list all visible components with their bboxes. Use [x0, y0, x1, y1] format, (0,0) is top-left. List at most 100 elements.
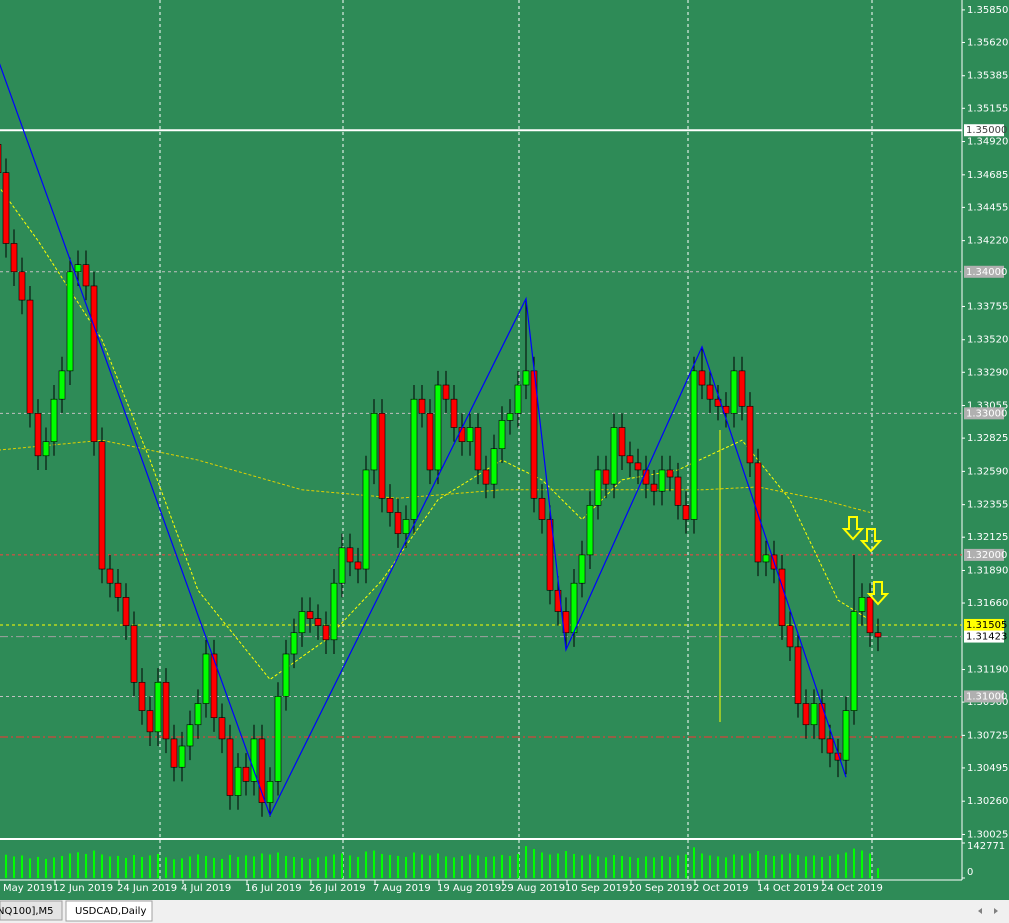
price-level-box: [964, 124, 1004, 137]
candle-body: [266, 781, 274, 803]
candle-body: [482, 469, 490, 485]
candle-body: [218, 717, 226, 740]
candle-body: [618, 427, 626, 457]
candle-body: [50, 398, 58, 442]
candle-body: [210, 653, 218, 718]
tab-label[interactable]: NQ100],M5: [0, 906, 54, 917]
candle-body: [26, 299, 34, 414]
candle-body: [234, 766, 242, 796]
candle-body: [666, 469, 674, 478]
candle-body: [850, 611, 858, 711]
price-level-label: 1.31000: [966, 691, 1007, 702]
candle-body: [194, 703, 202, 726]
candle-body: [570, 582, 578, 634]
candle-body: [866, 597, 874, 634]
y-tick-label: 1.33520: [967, 335, 1008, 346]
y-tick-label: 1.33755: [967, 301, 1008, 312]
candle-body: [466, 427, 474, 442]
signal-arrows: [841, 516, 890, 606]
tab-scroll[interactable]: [978, 908, 998, 914]
tab-bar: [0, 900, 1009, 923]
candle-body: [362, 469, 370, 570]
candle-body: [106, 568, 114, 584]
candle-body: [122, 597, 130, 626]
price-level-label: 1.34000: [966, 267, 1007, 278]
y-tick-label: 1.30260: [967, 796, 1008, 807]
candle-body: [514, 384, 522, 414]
candle-body: [386, 497, 394, 513]
candle-body: [42, 441, 50, 457]
candle-body: [162, 681, 170, 740]
candle-body: [778, 568, 786, 626]
candle-body: [410, 398, 418, 520]
down-arrow: [866, 581, 890, 606]
candle-body: [138, 681, 146, 711]
y-tick-label: 1.33290: [967, 367, 1008, 378]
y-tick-label: 1.31660: [967, 598, 1008, 609]
tab[interactable]: [0, 900, 63, 921]
moving-average: [0, 439, 871, 513]
x-tick-label: 20 Sep 2019: [629, 883, 692, 894]
y-tick-label: 1.35155: [967, 103, 1008, 114]
candle-body: [586, 505, 594, 556]
candle-body: [298, 611, 306, 634]
candle-body: [58, 370, 66, 400]
candle-body: [874, 632, 882, 638]
down-arrow: [841, 516, 865, 541]
candle-body: [506, 413, 514, 421]
candle-body: [698, 370, 706, 386]
x-tick-label: 19 Aug 2019: [437, 883, 501, 894]
candle-body: [186, 724, 194, 747]
candle-body: [314, 618, 322, 626]
price-level-label: 1.31423: [966, 632, 1007, 643]
x-tick-label: 2 Oct 2019: [693, 883, 748, 894]
x-tick-label: 24 Jun 2019: [117, 883, 177, 894]
y-tick-label: 1.30725: [967, 730, 1008, 741]
candle-body: [730, 370, 738, 414]
tab-active[interactable]: [65, 900, 153, 922]
candle-body: [762, 554, 770, 563]
candle-body: [690, 370, 698, 520]
candle-body: [794, 646, 802, 704]
candle-body: [322, 625, 330, 641]
x-tick-label: 24 Oct 2019: [821, 883, 883, 894]
candle-body: [810, 703, 818, 726]
candle-body: [242, 766, 250, 782]
y-tick-label: 1.32355: [967, 500, 1008, 511]
candle-body: [0, 144, 2, 173]
candle-body: [290, 632, 298, 655]
period-separators: [159, 0, 873, 880]
candle-body: [458, 427, 466, 442]
price-level-label: 1.33000: [966, 408, 1007, 419]
candle-body: [634, 462, 642, 471]
candle-body: [490, 448, 498, 485]
candle-body: [658, 469, 666, 492]
candle-body: [498, 420, 506, 450]
y-tick-label: 1.34685: [967, 170, 1008, 181]
y-tick-label: 1.32125: [967, 532, 1008, 543]
price-level-box: [964, 407, 1004, 420]
tab-label[interactable]: USDCAD,Daily: [75, 906, 146, 917]
candle-body: [202, 653, 210, 704]
candle-body: [226, 738, 234, 796]
candle-body: [442, 384, 450, 400]
candle-body: [402, 519, 410, 534]
candle-body: [546, 519, 554, 591]
y-tick-label: 1.33055: [967, 401, 1008, 412]
candle-body: [154, 681, 162, 733]
candle-body: [98, 441, 106, 570]
candle-body: [258, 738, 266, 803]
down-arrow: [859, 528, 883, 553]
candle-body: [802, 703, 810, 726]
y-tick-label: 1.35385: [967, 71, 1008, 82]
candle-body: [250, 738, 258, 782]
candle-body: [738, 370, 746, 407]
candle-body: [818, 703, 826, 740]
x-tick-label: 12 Jun 2019: [53, 883, 113, 894]
y-tick-label: 1.30025: [967, 829, 1008, 840]
candle-body: [130, 625, 138, 683]
candle-body: [610, 427, 618, 485]
x-tick-label: 26 Jul 2019: [309, 883, 366, 894]
candle-body: [674, 476, 682, 506]
